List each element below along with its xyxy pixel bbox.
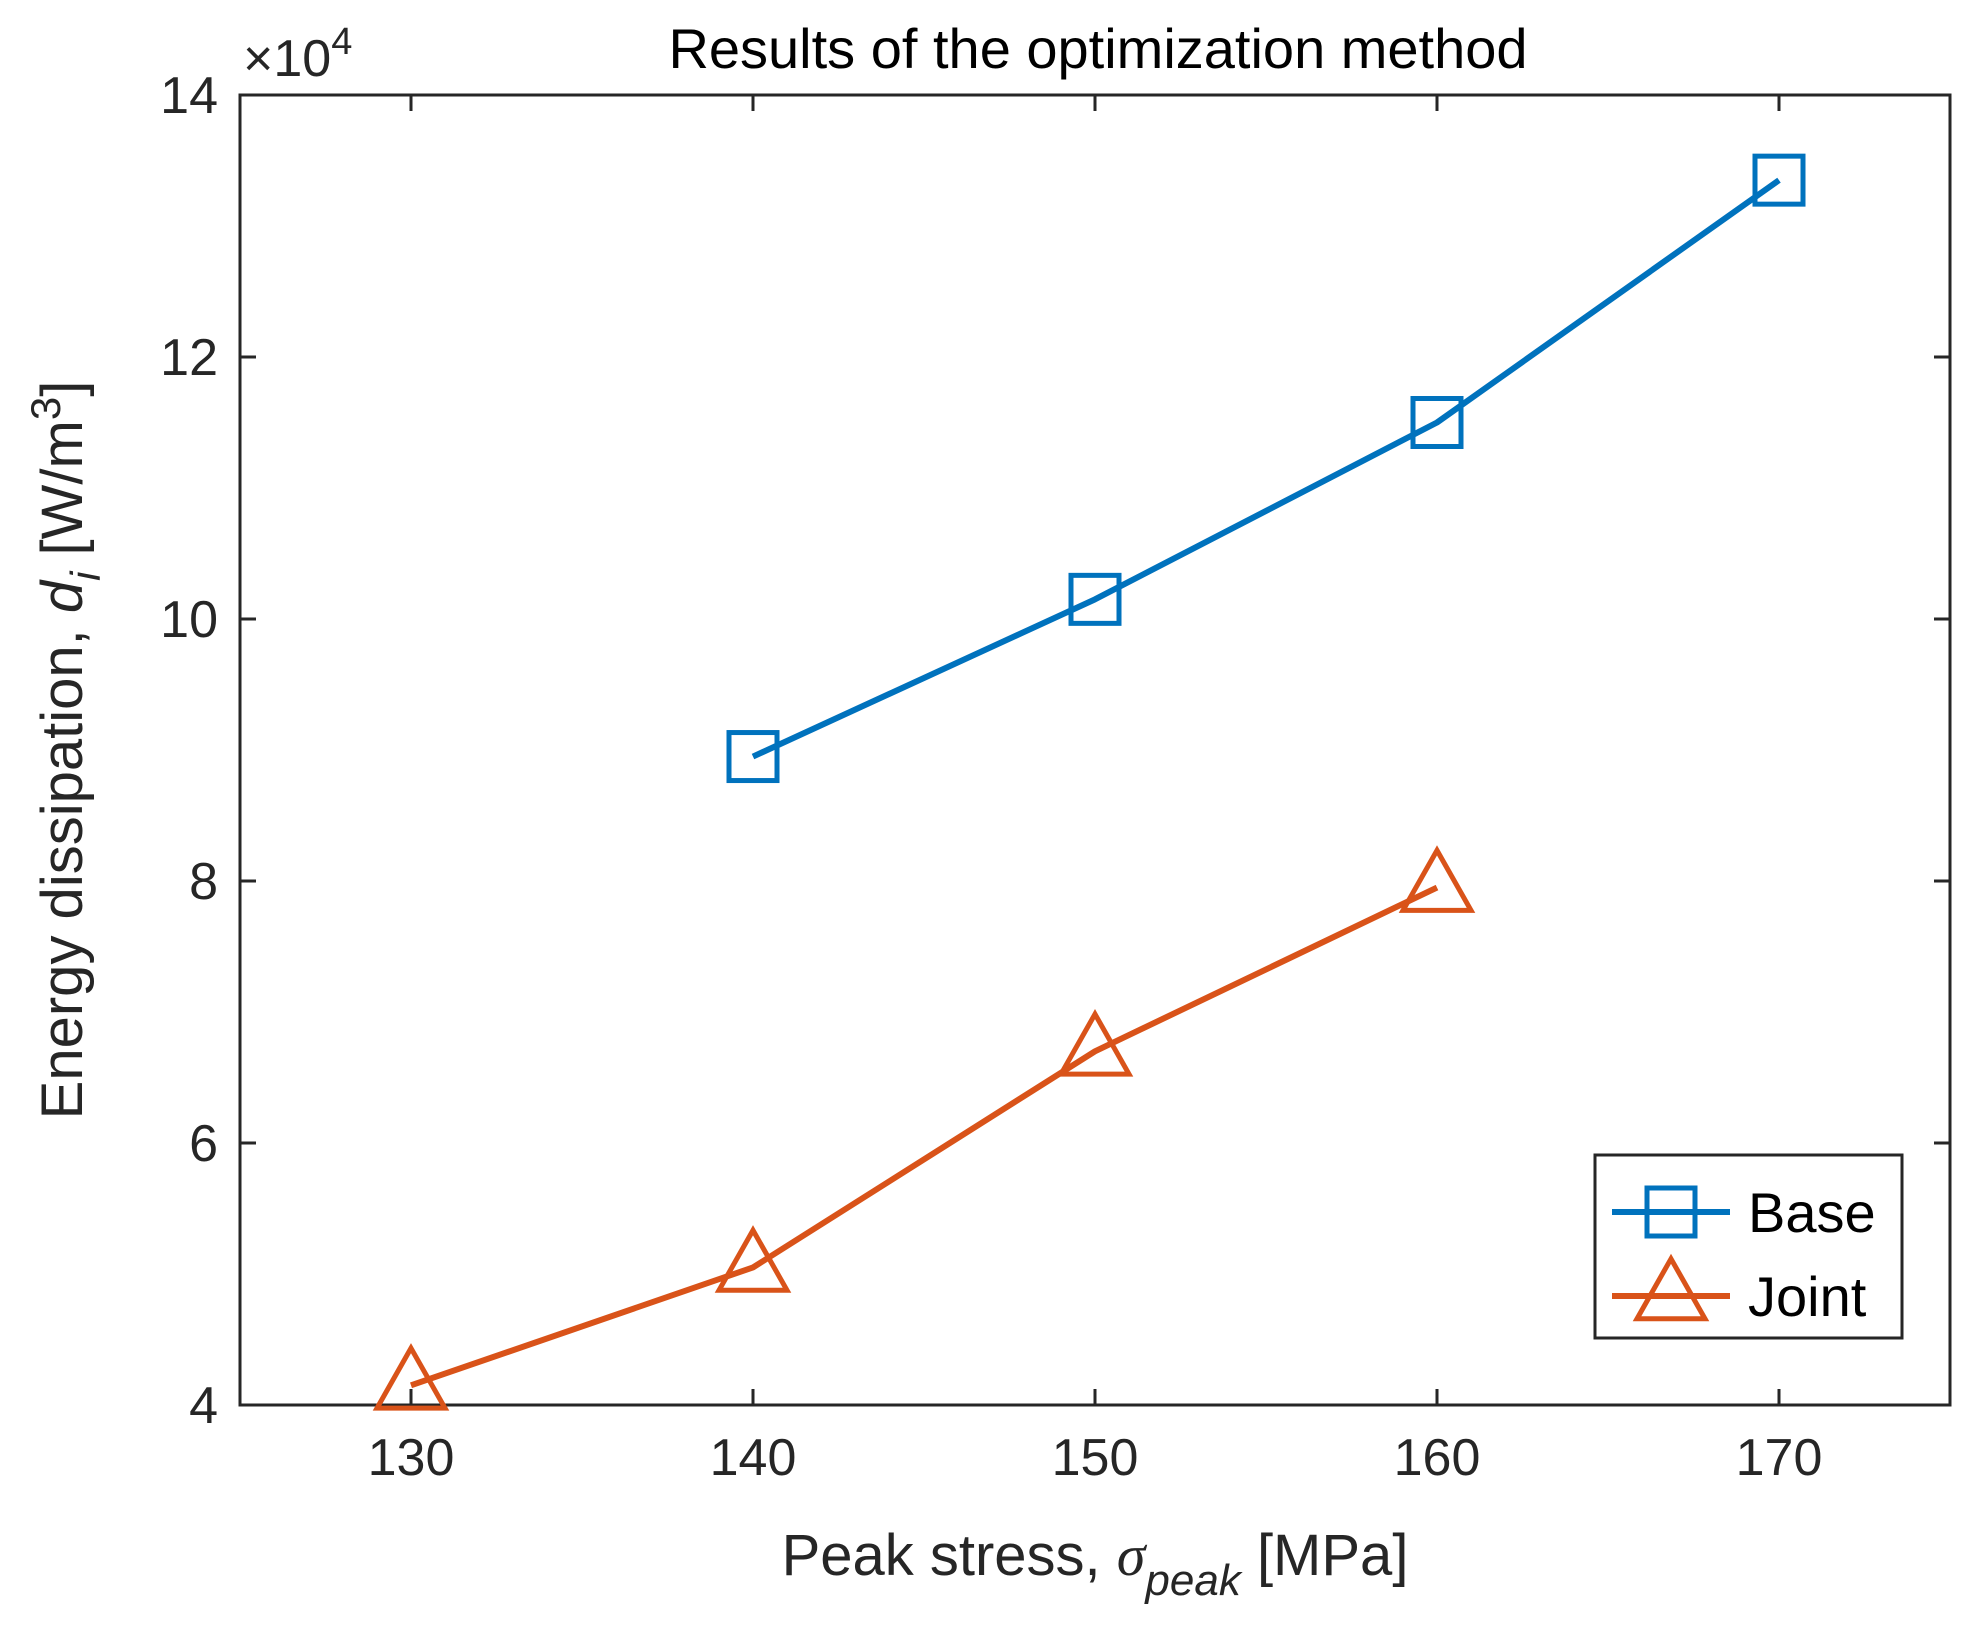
y-tick-label: 6 [189, 1115, 218, 1173]
y-exponent-power: 4 [331, 21, 352, 63]
ticks-layer: 130 140 150 160 170 4 6 8 10 12 14 [160, 67, 1950, 1487]
y-label-symbol: d [30, 579, 95, 613]
y-tick-label: 10 [160, 591, 218, 649]
y-tick-label: 14 [160, 67, 218, 125]
series-line-base [751, 177, 1781, 760]
data-point-base [726, 730, 780, 784]
legend-entries: Base Joint [1612, 1181, 1876, 1328]
data-point-base [1410, 396, 1464, 449]
x-tick-label: 160 [1394, 1429, 1481, 1487]
legend-label-base: Base [1748, 1181, 1876, 1244]
data-point-base [1068, 572, 1122, 626]
data-point-base [1752, 153, 1806, 207]
y-exponent-base: ×10 [243, 30, 331, 88]
y-label-unit-sup: 3 [22, 397, 69, 420]
y-label-unit-close: ] [30, 381, 95, 397]
legend-label-joint: Joint [1748, 1265, 1867, 1328]
x-label-symbol: σ [1117, 1523, 1148, 1588]
y-axis-label: Energy dissipation, di [W/m3] [22, 381, 109, 1120]
x-tick-label: 140 [710, 1429, 797, 1487]
y-label-prefix: Energy dissipation, [30, 613, 95, 1119]
data-point-joint [1056, 1009, 1134, 1077]
y-label-unit-open: [W/m [30, 420, 95, 571]
data-point-joint [714, 1225, 792, 1293]
x-label-unit: [MPa] [1241, 1523, 1409, 1588]
series-line-joint [410, 884, 1439, 1389]
x-tick-label: 130 [368, 1429, 455, 1487]
x-axis-label: Peak stress, σpeak [MPa] [782, 1523, 1409, 1605]
series-layer [372, 153, 1806, 1411]
legend: Base Joint [1593, 1153, 1904, 1340]
x-tick-label: 170 [1736, 1429, 1823, 1487]
y-label-subscript: i [62, 570, 109, 581]
x-tick-label: 150 [1052, 1429, 1139, 1487]
x-label-prefix: Peak stress, [782, 1523, 1117, 1588]
y-exponent-label: ×104 [243, 21, 352, 88]
legend-marker-base [1644, 1185, 1698, 1239]
y-tick-label: 8 [189, 853, 218, 911]
chart-title: Results of the optimization method [668, 17, 1527, 80]
data-point-joint [1398, 845, 1476, 913]
legend-marker-joint [1632, 1253, 1710, 1322]
y-tick-label: 4 [189, 1377, 218, 1435]
y-tick-label: 12 [160, 329, 218, 387]
data-point-joint [372, 1343, 450, 1411]
x-label-subscript: peak [1143, 1556, 1242, 1605]
